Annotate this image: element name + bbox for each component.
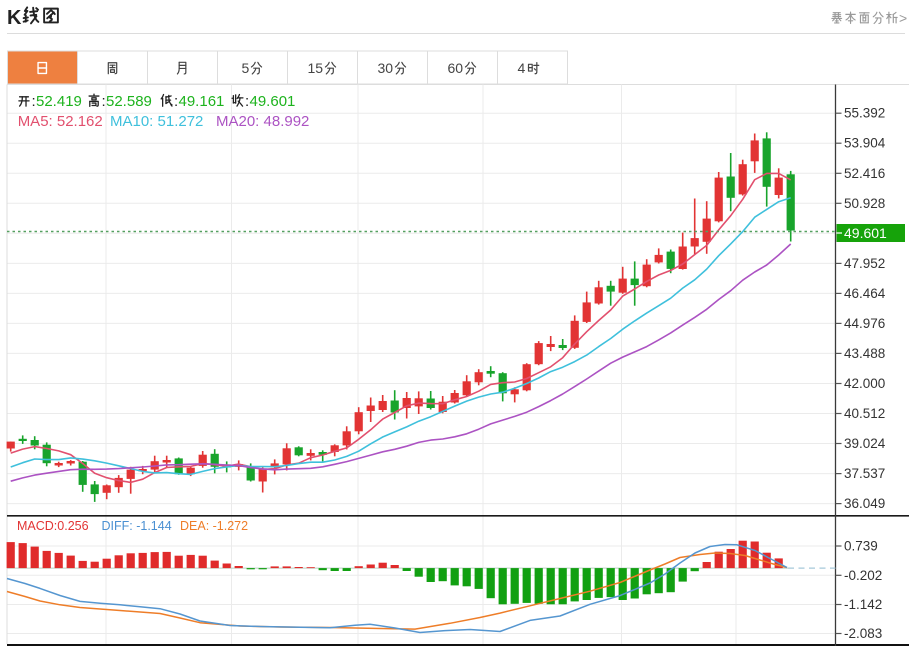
svg-text:50.928: 50.928 — [844, 196, 885, 211]
svg-text:0.739: 0.739 — [844, 539, 878, 554]
svg-text:37.537: 37.537 — [844, 466, 885, 481]
svg-text:DIFF: -1.144: DIFF: -1.144 — [102, 519, 172, 533]
svg-text:36.049: 36.049 — [844, 496, 885, 511]
svg-text:4: 4 — [518, 60, 526, 76]
svg-text:-0.202: -0.202 — [844, 568, 882, 583]
svg-text:47.952: 47.952 — [844, 256, 885, 271]
svg-text:>: > — [899, 10, 907, 26]
svg-text:5: 5 — [242, 60, 250, 76]
svg-text:49.601: 49.601 — [844, 225, 887, 241]
svg-text:-1.142: -1.142 — [844, 597, 882, 612]
svg-text::: : — [174, 93, 178, 110]
svg-text:40.512: 40.512 — [844, 406, 885, 421]
svg-text:46.464: 46.464 — [844, 286, 886, 301]
svg-text:MA10: 51.272: MA10: 51.272 — [110, 113, 203, 130]
svg-text:-2.083: -2.083 — [844, 626, 882, 641]
svg-text:15: 15 — [308, 60, 324, 76]
svg-text:52.589: 52.589 — [106, 93, 152, 110]
svg-text:60: 60 — [448, 60, 464, 76]
svg-text:42.000: 42.000 — [844, 376, 885, 391]
svg-text:52.416: 52.416 — [844, 166, 885, 181]
svg-text:K: K — [7, 7, 22, 29]
svg-text:55.392: 55.392 — [844, 106, 885, 121]
svg-text:43.488: 43.488 — [844, 346, 885, 361]
svg-text:30: 30 — [378, 60, 394, 76]
svg-text::: : — [32, 93, 36, 110]
svg-text:49.601: 49.601 — [250, 93, 296, 110]
svg-text:DEA: -1.272: DEA: -1.272 — [180, 519, 248, 533]
svg-text:MACD:0.256: MACD:0.256 — [17, 519, 89, 533]
svg-text:53.904: 53.904 — [844, 136, 886, 151]
svg-text:MA20: 48.992: MA20: 48.992 — [216, 113, 309, 130]
svg-text::: : — [102, 93, 106, 110]
svg-text:52.419: 52.419 — [36, 93, 82, 110]
svg-text::: : — [245, 93, 249, 110]
svg-text:44.976: 44.976 — [844, 316, 885, 331]
svg-text:39.024: 39.024 — [844, 436, 886, 451]
svg-text:MA5: 52.162: MA5: 52.162 — [18, 113, 103, 130]
svg-text:49.161: 49.161 — [179, 93, 225, 110]
